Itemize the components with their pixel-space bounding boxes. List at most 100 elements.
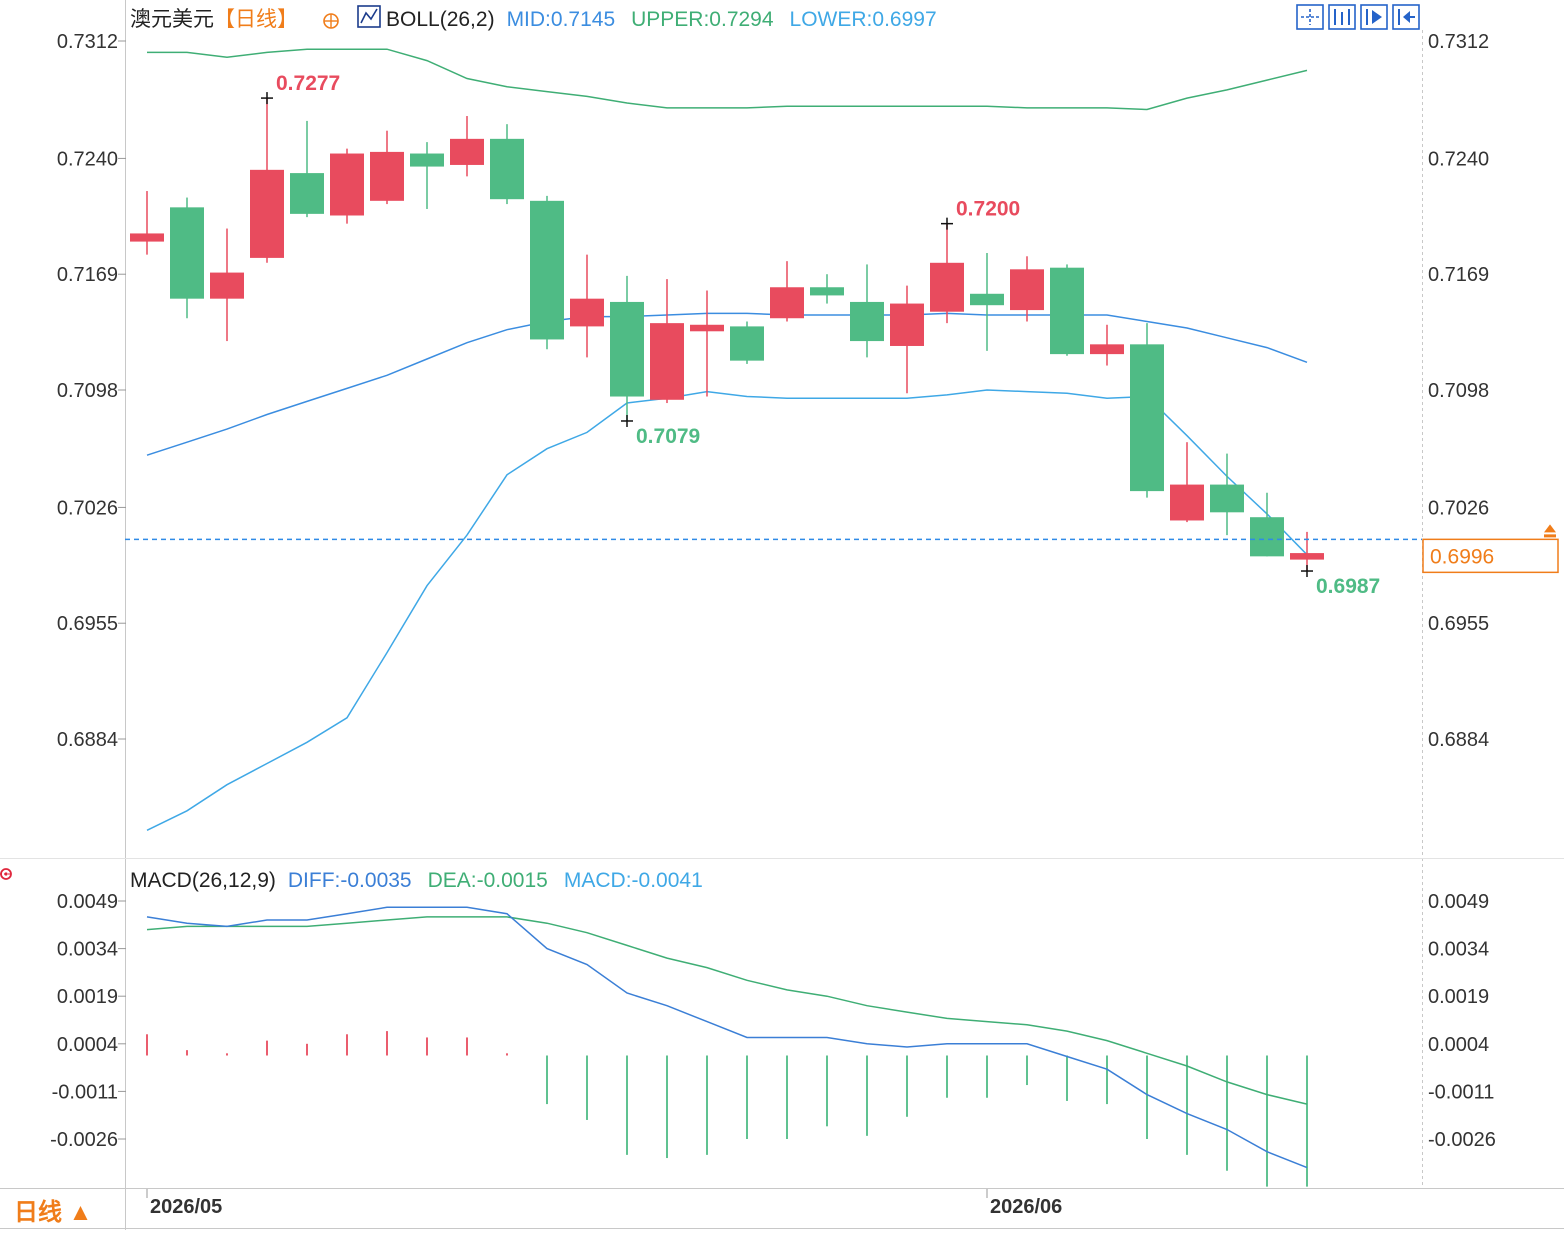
candle-body <box>1010 269 1044 311</box>
candle <box>1210 453 1244 536</box>
y-tick-label-right: 0.7169 <box>1428 264 1489 286</box>
annotation-label: 0.6987 <box>1316 575 1380 598</box>
zoom-in-icon[interactable] <box>1360 4 1388 30</box>
y-tick-label-right: 0.6884 <box>1428 729 1489 751</box>
y-axis-ticks: 0.7312 0.7312 0.7240 0.7240 0.7169 0.7169 0.70… <box>50 31 1496 1151</box>
candle-body <box>1210 484 1244 513</box>
target-icon[interactable] <box>323 13 339 29</box>
macd-tick-label-left: 0.0004 <box>57 1034 118 1056</box>
candle <box>970 253 1004 351</box>
y-tick-label-left: 0.7312 <box>57 31 118 53</box>
candle <box>290 120 324 218</box>
y-tick-label-left: 0.7240 <box>57 148 118 170</box>
crosshair-icon[interactable] <box>1296 4 1324 30</box>
y-tick-label-right: 0.7240 <box>1428 148 1489 170</box>
macd-value: MACD:-0.0041 <box>564 869 703 892</box>
macd-pane <box>146 906 1308 1187</box>
candle-body <box>410 153 444 167</box>
candle <box>370 130 404 205</box>
candle <box>850 264 884 358</box>
macd-tick-label-left: 0.0034 <box>57 939 118 961</box>
candle-body <box>1170 484 1204 521</box>
candle <box>130 191 164 255</box>
candle <box>450 116 484 177</box>
indicator-chart-icon[interactable] <box>357 5 381 28</box>
candle-body <box>730 326 764 361</box>
macd-settings-icon[interactable] <box>0 868 12 880</box>
bollinger-bands <box>146 48 1308 831</box>
candle-body <box>770 287 804 319</box>
candle <box>770 261 804 322</box>
macd-dea-value: DEA:-0.0015 <box>428 869 548 892</box>
y-tick-label-right: 0.7312 <box>1428 31 1489 53</box>
candle-body <box>850 301 884 342</box>
candle-body <box>330 153 364 216</box>
macd-tick-label-left: 0.0019 <box>57 986 118 1008</box>
boll-upper-line <box>147 48 1308 111</box>
y-tick-label-left: 0.7169 <box>57 264 118 286</box>
annotation-label: 0.7079 <box>636 425 700 448</box>
candle <box>1290 531 1324 572</box>
y-tick-label-left: 0.7098 <box>57 380 118 402</box>
price-arrow-icon[interactable] <box>1544 524 1556 538</box>
candle-body <box>490 138 524 200</box>
current-price-label: 0.6996 <box>1430 545 1494 568</box>
current-price-tag <box>1422 538 1559 574</box>
candle <box>490 124 524 205</box>
macd-dea-line <box>146 916 1308 1105</box>
period-tag[interactable]: 【日线】 <box>214 8 298 31</box>
candle <box>1050 264 1084 356</box>
boll-mid-value: MID:0.7145 <box>507 8 616 31</box>
candle-body <box>890 303 924 346</box>
candle-body <box>250 169 284 258</box>
boll-mid-line <box>146 312 1308 456</box>
candle-body <box>690 324 724 332</box>
candle <box>570 254 604 358</box>
macd-tick-label-left: 0.0049 <box>57 891 118 913</box>
candle <box>1010 256 1044 322</box>
candle-body <box>1050 267 1084 355</box>
candle-body <box>450 138 484 165</box>
annotation-label: 0.7277 <box>276 72 340 95</box>
annotation-label: 0.7200 <box>956 198 1020 221</box>
candle-body <box>370 151 404 201</box>
boll-label: BOLL(26,2) <box>386 8 495 31</box>
candle <box>1250 492 1284 557</box>
candle <box>1130 323 1164 498</box>
candle <box>610 275 644 421</box>
candle-body <box>1250 517 1284 557</box>
period-button-label[interactable]: 日线 ▲ <box>14 1199 92 1226</box>
candle <box>730 321 764 364</box>
macd-tick-label-left: -0.0026 <box>50 1129 118 1151</box>
candle <box>930 223 964 324</box>
macd-tick-label-right: 0.0034 <box>1428 939 1489 961</box>
candle-body <box>930 262 964 312</box>
y-tick-label-left: 0.6884 <box>57 729 118 751</box>
candle <box>170 197 204 319</box>
macd-diff-line <box>146 906 1308 1169</box>
y-tick-label-left: 0.7026 <box>57 497 118 519</box>
candle-body <box>650 323 684 400</box>
period-button[interactable]: 日线 ▲ <box>0 1190 124 1228</box>
candle-body <box>970 293 1004 306</box>
candle <box>690 290 724 397</box>
candle-body <box>530 200 564 340</box>
candle <box>1170 442 1204 523</box>
scroll-end-icon[interactable] <box>1392 4 1420 30</box>
candle-body <box>1090 344 1124 355</box>
y-tick-label-right: 0.6955 <box>1428 613 1489 635</box>
candle <box>890 285 924 394</box>
macd-label: MACD(26,12,9) <box>130 869 276 892</box>
y-tick-label-right: 0.7098 <box>1428 380 1489 402</box>
symbol-name: 澳元美元 <box>130 8 214 31</box>
candle-body <box>810 287 844 296</box>
macd-header: MACD(26,12,9) DIFF:-0.0035 DEA:-0.0015 MACD… <box>130 869 703 892</box>
bar-chart-icon[interactable] <box>1328 4 1356 30</box>
candle <box>250 98 284 263</box>
y-tick-label-right: 0.7026 <box>1428 497 1489 519</box>
date-label: 2026/05 <box>150 1196 222 1218</box>
boll-lower-value: LOWER:0.6997 <box>790 8 937 31</box>
